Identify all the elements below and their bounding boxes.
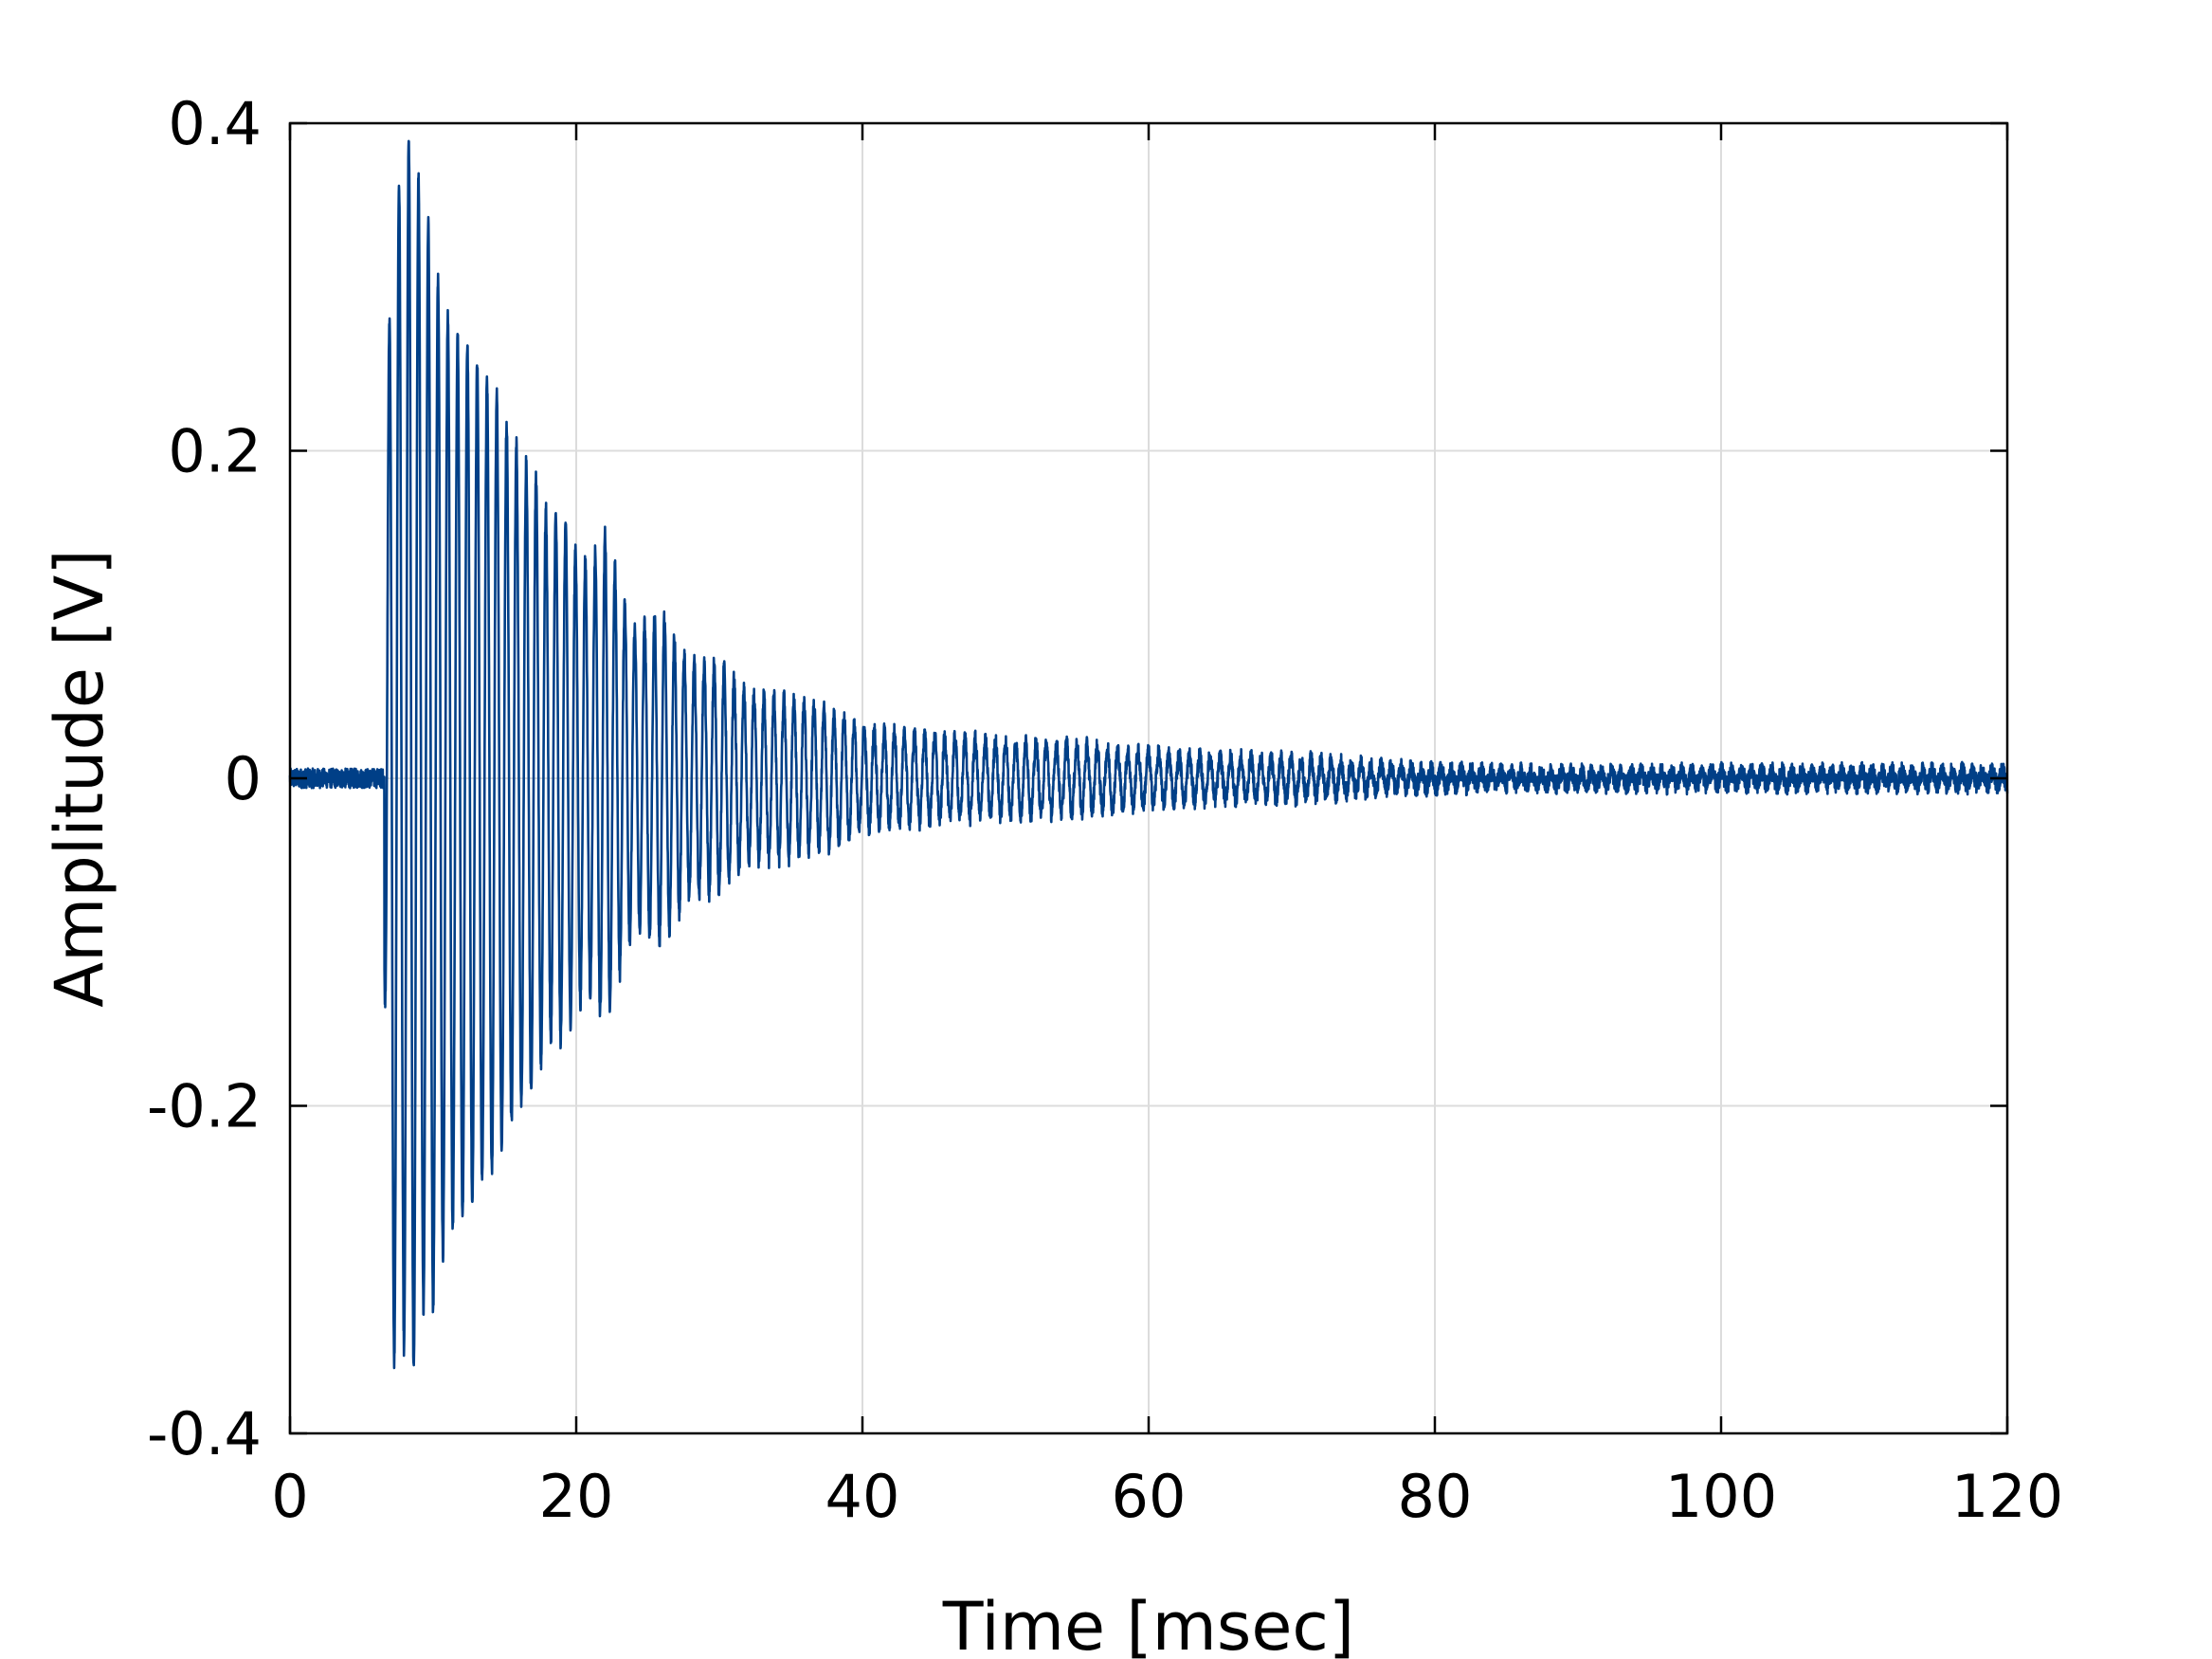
x-tick-label: 80 — [1398, 1462, 1473, 1531]
y-tick-label: 0.2 — [168, 417, 262, 486]
x-tick-label: 0 — [271, 1462, 308, 1531]
y-tick-label: 0.4 — [168, 89, 262, 158]
x-tick-label: 40 — [825, 1462, 900, 1531]
y-tick-label: -0.4 — [147, 1399, 262, 1468]
y-tick-label: -0.2 — [147, 1072, 262, 1141]
ticks — [288, 121, 2009, 1435]
x-tick-label: 60 — [1112, 1462, 1187, 1531]
x-axis-label: Time [msec] — [942, 1588, 1354, 1659]
x-tick-label: 20 — [539, 1462, 614, 1531]
y-tick-label: 0 — [225, 744, 262, 813]
signal-line — [288, 139, 2009, 1370]
y-axis-label: Amplitude [V] — [41, 549, 118, 1007]
x-tick-label: 120 — [1951, 1462, 2063, 1531]
y-tick-labels: -0.4 -0.2 0 0.2 0.4 — [147, 89, 262, 1468]
plot-area — [288, 139, 2009, 1370]
x-tick-label: 100 — [1665, 1462, 1777, 1531]
x-tick-labels: 0 20 40 60 80 100 120 — [271, 1462, 2063, 1531]
